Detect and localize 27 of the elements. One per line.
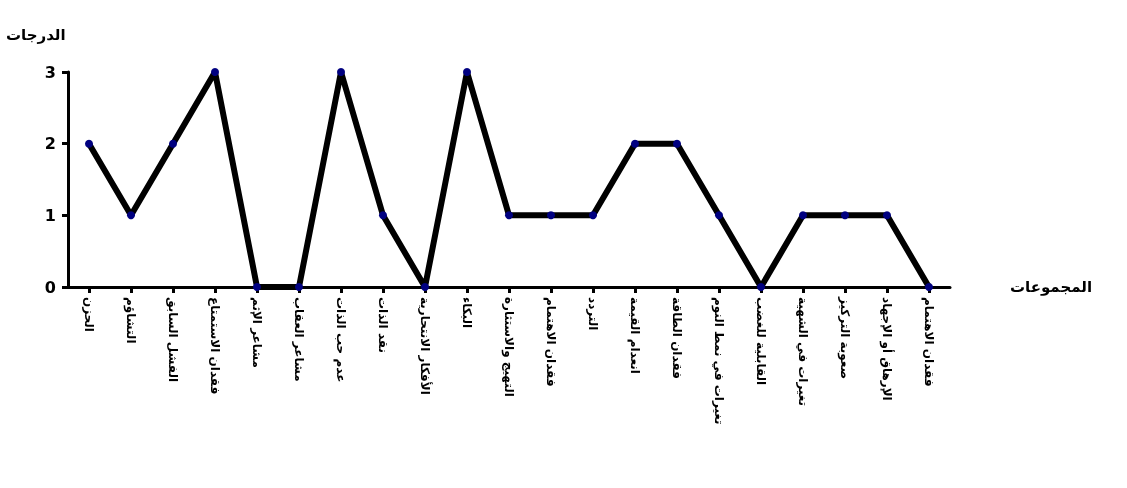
x-tick-label: فقدان الاهتمام bbox=[543, 297, 558, 387]
y-tick-label: 2 bbox=[44, 134, 56, 154]
x-tick-label: القابلية للغضب bbox=[754, 297, 768, 386]
y-tick-label: 3 bbox=[44, 62, 56, 82]
x-axis-title: المجموعات bbox=[1010, 278, 1093, 296]
x-tick-label: البكاء bbox=[460, 297, 474, 329]
x-tick-label: التردد bbox=[586, 297, 600, 331]
x-tick-label: مشاعر الإثم bbox=[250, 297, 264, 368]
x-tick-label: تغيرات في الشهية bbox=[796, 297, 810, 407]
x-tick-label: فقدان الاستمتاع bbox=[208, 297, 222, 395]
x-tick-label: التشاؤم bbox=[123, 297, 138, 344]
y-axis-title: الدرجات bbox=[6, 25, 66, 44]
x-tick-label: الفشل السابق bbox=[166, 297, 180, 383]
x-tick-label: عدم حب الذات bbox=[333, 297, 348, 383]
y-tick-label: 0 bbox=[44, 277, 56, 297]
x-tick-label: الأفكار الانتحارية bbox=[418, 297, 433, 395]
x-tick-label: انعدام القيمة bbox=[627, 297, 642, 374]
y-tick-label: 1 bbox=[44, 205, 56, 225]
x-tick-label: صعوبة التركيز bbox=[837, 296, 852, 380]
x-tick-label: الإرهاق أو الإجهاد bbox=[879, 297, 895, 401]
x-tick-label: فقدان الاهتمام bbox=[921, 297, 936, 387]
x-tick-label: الحزن bbox=[82, 297, 96, 332]
x-tick-label: نقد الذات bbox=[376, 297, 390, 353]
x-tick-label: تغيرات في نمط النوم bbox=[711, 297, 726, 425]
x-tick-label: التهيج والاستثارة bbox=[501, 297, 516, 397]
x-tick-label: فقدان الطاقة bbox=[670, 297, 684, 379]
x-tick-label: مشاعر العقاب bbox=[292, 297, 306, 382]
